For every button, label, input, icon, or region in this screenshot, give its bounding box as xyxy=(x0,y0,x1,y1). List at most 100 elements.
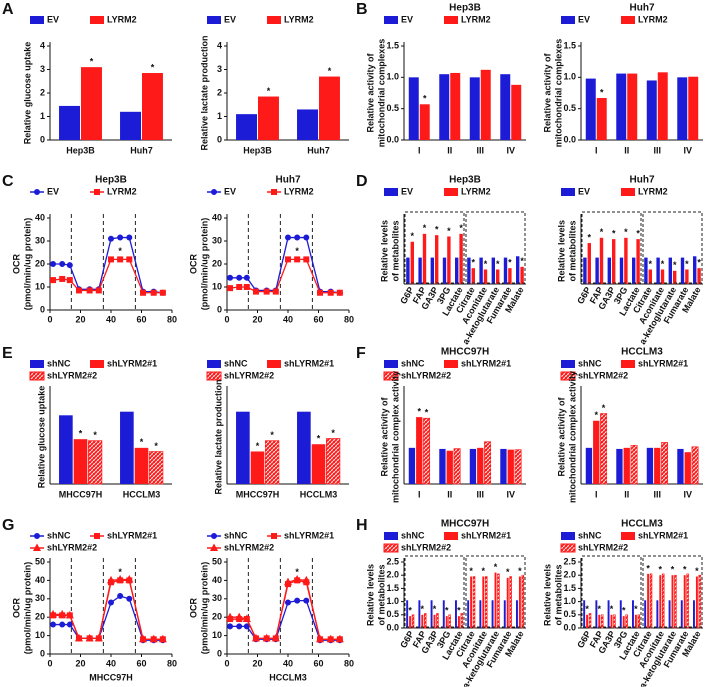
bar xyxy=(484,576,488,629)
bar xyxy=(654,447,661,484)
bar xyxy=(508,268,512,284)
y-tick-label: 0 xyxy=(217,134,222,144)
x-tick-label: 40 xyxy=(283,658,293,668)
legend-marker xyxy=(34,533,40,539)
bar xyxy=(693,256,697,284)
significance-mark: * xyxy=(445,605,449,615)
legend-marker xyxy=(209,543,219,551)
significance-mark: * xyxy=(602,403,606,413)
legend-label: EV xyxy=(47,14,59,24)
y-tick-label: 30 xyxy=(212,235,222,245)
x-tick-label: 40 xyxy=(106,314,116,324)
x-tick-label: III xyxy=(476,145,484,155)
bar xyxy=(598,614,601,628)
significance-mark: * xyxy=(598,604,602,614)
chart-title: MHCC97H xyxy=(441,347,489,358)
legend-label: shNC xyxy=(578,358,602,368)
data-point xyxy=(126,234,133,241)
bar xyxy=(624,237,628,284)
data-point xyxy=(150,289,157,296)
bar xyxy=(447,236,451,284)
x-tick-label: 80 xyxy=(344,658,354,668)
legend-marker xyxy=(34,189,40,195)
bar xyxy=(686,573,689,629)
bar xyxy=(436,613,439,629)
y-tick-label: 1.5 xyxy=(563,583,576,593)
bar xyxy=(514,449,522,485)
y-tick-label: 1 xyxy=(40,111,45,121)
data-point xyxy=(58,609,67,618)
bar xyxy=(423,417,431,485)
significance-mark: * xyxy=(585,604,589,614)
legend-swatch xyxy=(267,360,281,368)
significance-mark: * xyxy=(671,565,675,575)
data-point xyxy=(158,634,167,643)
data-point xyxy=(252,288,259,295)
bar xyxy=(644,257,648,284)
bar xyxy=(236,114,257,140)
data-point xyxy=(75,287,82,294)
bar xyxy=(448,614,451,629)
x-tick-label: 80 xyxy=(344,314,354,324)
data-point xyxy=(303,256,310,263)
x-tick-label: 40 xyxy=(283,314,293,324)
data-point xyxy=(243,284,250,290)
bar xyxy=(607,257,611,284)
data-point xyxy=(336,289,343,296)
bar xyxy=(680,600,683,628)
y-tick-label: 0 xyxy=(217,304,222,314)
y-tick-label: 30 xyxy=(35,235,45,245)
y-tick-label: 1.0 xyxy=(386,596,399,606)
significance-mark: * xyxy=(457,605,461,615)
y-axis-label: Relative lactate production xyxy=(199,35,209,150)
significance-mark: * xyxy=(472,258,476,268)
x-tick-label: MHCC97H xyxy=(236,489,280,499)
y-axis-label: mitochondrial complex activity xyxy=(567,371,577,503)
legend-label: shLYRM2#2 xyxy=(401,542,451,552)
legend-swatch xyxy=(30,16,44,24)
chart-title: HCCLM3 xyxy=(621,519,663,530)
data-point xyxy=(227,285,234,292)
legend-swatch xyxy=(267,16,281,24)
significance-mark: * xyxy=(447,226,451,236)
legend-marker xyxy=(271,189,277,195)
significance-mark: * xyxy=(594,410,598,420)
bar xyxy=(430,600,433,628)
bar xyxy=(610,614,613,628)
y-tick-label: 1.5 xyxy=(386,583,399,593)
bar xyxy=(439,74,450,140)
significance-mark: * xyxy=(256,441,260,451)
bar xyxy=(673,270,677,284)
y-axis-label: OCR xyxy=(11,254,21,275)
legend-swatch xyxy=(384,532,398,540)
panel-letter: E xyxy=(2,345,13,362)
y-tick-label: 20 xyxy=(212,258,222,268)
y-tick-label: 2.0 xyxy=(563,570,576,580)
y-axis-label: Relative activity of xyxy=(556,396,566,476)
bar xyxy=(500,74,511,140)
y-axis-label: mitochondrial complex activity xyxy=(390,371,400,503)
bar xyxy=(134,447,149,484)
significance-mark: * xyxy=(612,228,616,238)
bar xyxy=(73,439,88,484)
data-point xyxy=(285,599,291,606)
y-tick-label: 40 xyxy=(212,212,222,222)
data-point xyxy=(108,256,114,263)
bar xyxy=(630,445,638,485)
bar xyxy=(596,98,607,140)
bar xyxy=(585,78,596,140)
data-point xyxy=(106,575,116,584)
legend-swatch xyxy=(90,360,104,368)
data-point xyxy=(117,234,124,241)
bar xyxy=(697,268,701,284)
bar xyxy=(459,233,463,284)
bar xyxy=(583,600,586,628)
bar xyxy=(467,257,471,284)
bar xyxy=(668,600,671,628)
bar xyxy=(520,266,524,284)
bar xyxy=(482,576,485,628)
bar xyxy=(410,241,414,284)
chart-title: HCCLM3 xyxy=(621,347,663,358)
legend-swatch xyxy=(206,371,222,381)
bar xyxy=(684,452,691,484)
